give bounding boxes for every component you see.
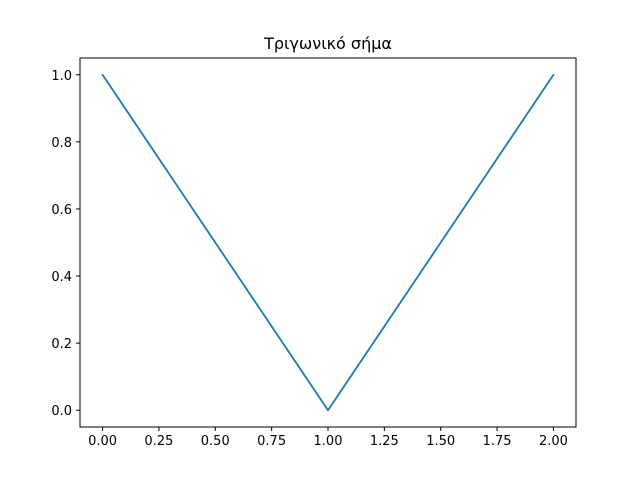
- y-tick-label: 0.4: [51, 270, 72, 285]
- x-axis: 0.00 0.25 0.50 0.75 1.00 1.25 1.50 1.75 2.00: [88, 427, 568, 449]
- x-tick-label: 2.00: [539, 434, 568, 449]
- plot-area: [79, 57, 577, 428]
- series-layer: [101, 73, 555, 412]
- y-axis: 0.0 0.2 0.4 0.6 0.8 1.0: [51, 69, 80, 419]
- y-tick-label: 0.2: [51, 337, 72, 352]
- x-tick-label: 0.25: [144, 434, 173, 449]
- x-tick-label: 1.50: [426, 434, 455, 449]
- x-tick-label: 0.00: [88, 434, 117, 449]
- plot-background: [80, 58, 576, 427]
- y-tick-label: 0.8: [51, 136, 72, 151]
- series-line-0: [101, 73, 555, 412]
- y-tick-label: 0.6: [51, 203, 72, 218]
- chart-title: Τριγωνικό σήμα: [263, 34, 392, 53]
- y-tick-label: 0.0: [51, 404, 72, 419]
- y-tick-label: 1.0: [51, 69, 72, 84]
- x-tick-label: 1.75: [483, 434, 512, 449]
- x-tick-label: 1.00: [314, 434, 343, 449]
- x-tick-label: 1.25: [370, 434, 399, 449]
- x-tick-label: 0.50: [201, 434, 230, 449]
- x-tick-label: 0.75: [257, 434, 286, 449]
